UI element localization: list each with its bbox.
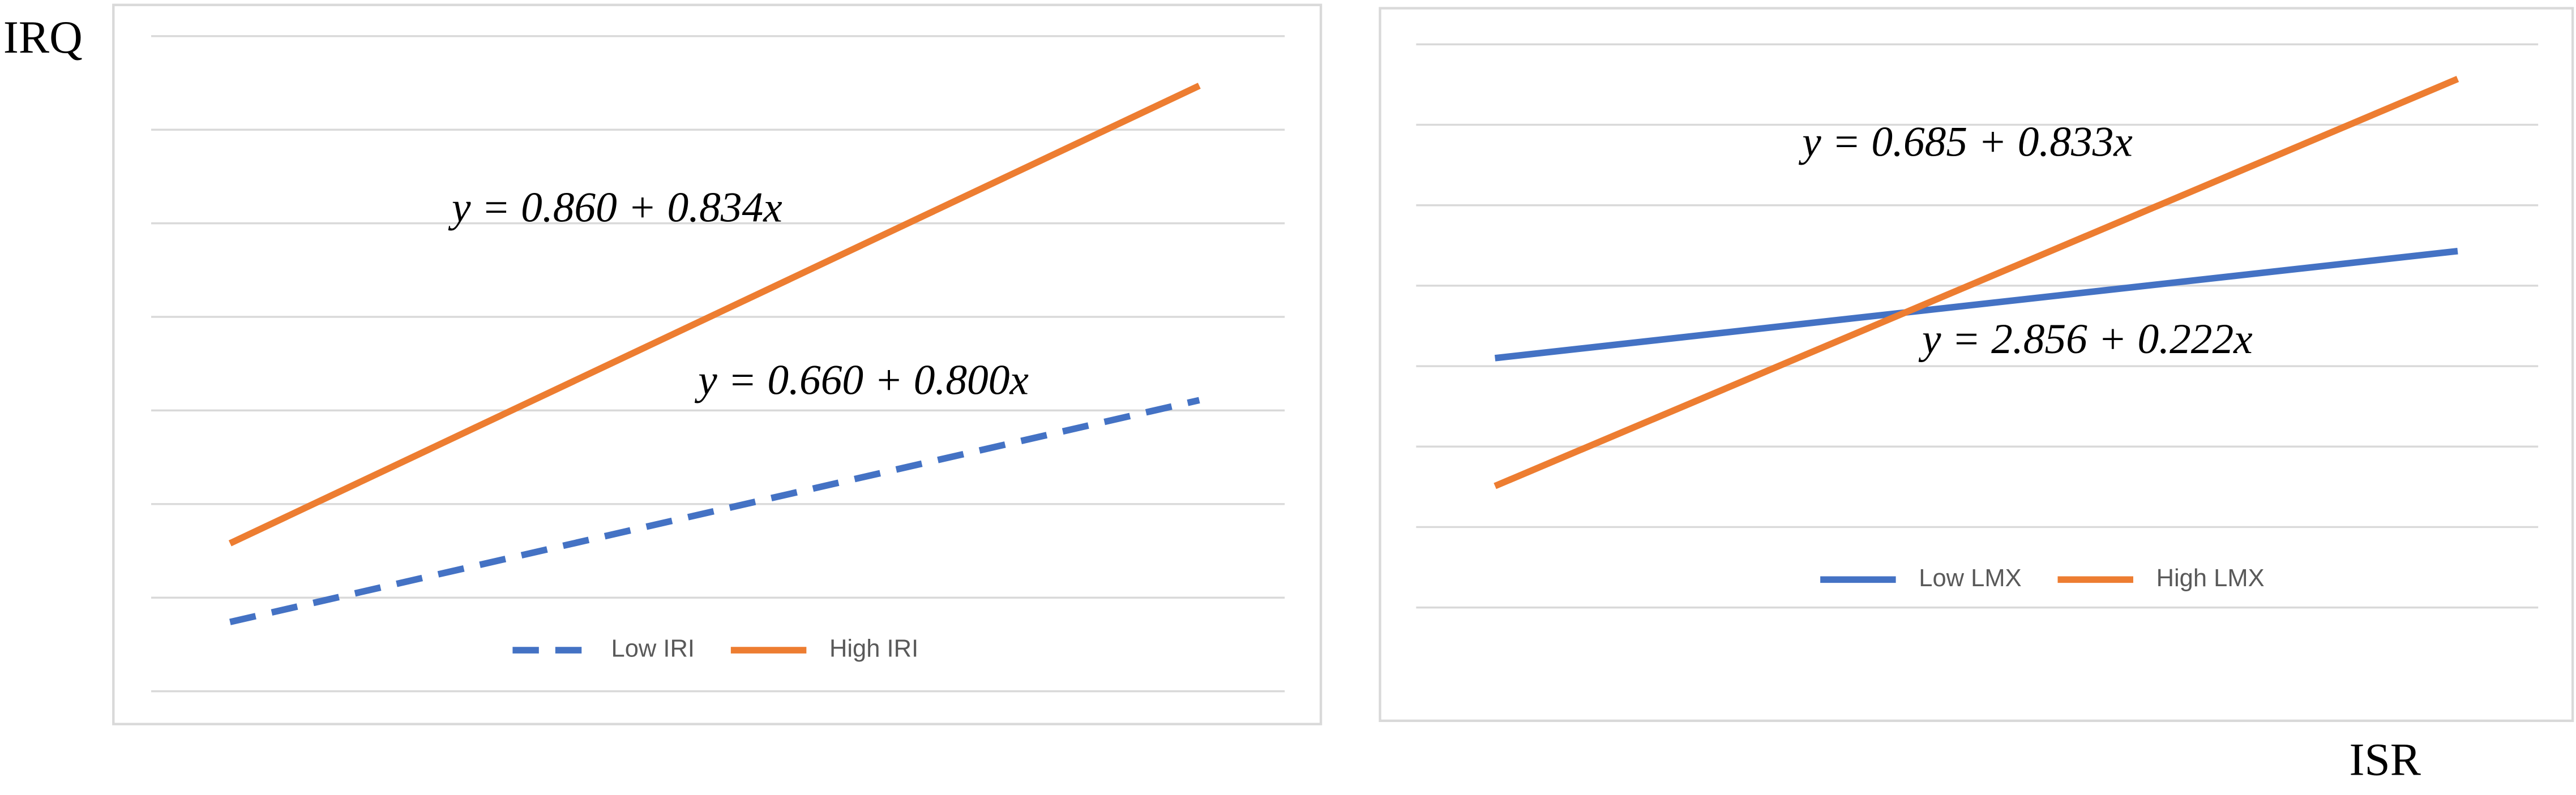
legend-label: Low IRI bbox=[611, 635, 695, 663]
legend-label: High LMX bbox=[2156, 565, 2265, 592]
series-line bbox=[228, 83, 1201, 547]
chart-border bbox=[1379, 7, 2574, 723]
series-line bbox=[1494, 247, 2458, 362]
legend-label: High IRI bbox=[829, 635, 918, 663]
series-line bbox=[229, 397, 1200, 625]
equation: y = 0.685 + 0.833x bbox=[1798, 119, 2133, 166]
legend-label: Low LMX bbox=[1919, 565, 2021, 592]
series-line bbox=[1494, 76, 2459, 489]
y-axis-label: IRQ bbox=[3, 12, 83, 63]
x-axis-label: ISR bbox=[2349, 734, 2421, 785]
equation: y = 0.860 + 0.834x bbox=[448, 184, 782, 231]
equation: y = 2.856 + 0.222x bbox=[1918, 316, 2253, 363]
equation: y = 0.660 + 0.800x bbox=[694, 356, 1029, 403]
